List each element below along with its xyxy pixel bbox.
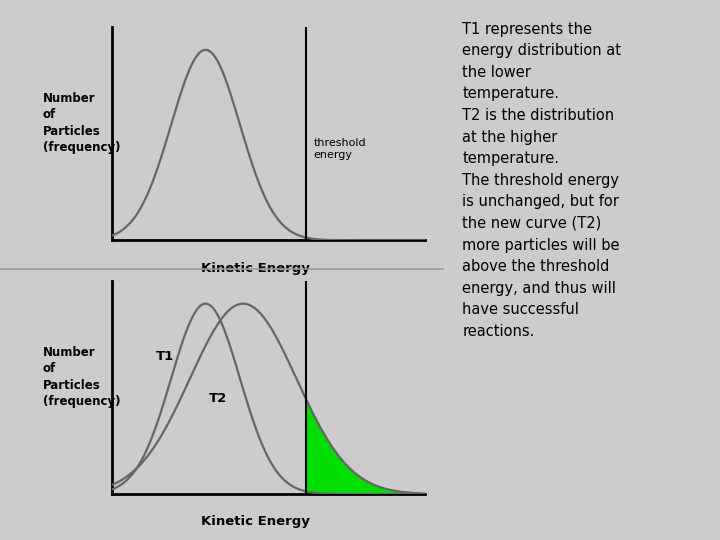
Text: T2: T2 [209, 393, 227, 406]
Text: Kinetic Energy: Kinetic Energy [201, 261, 310, 275]
Text: Kinetic Energy: Kinetic Energy [201, 515, 310, 529]
Text: threshold
energy: threshold energy [314, 138, 366, 160]
Text: Number
of
Particles
(frequency): Number of Particles (frequency) [42, 346, 120, 408]
Text: Number
of
Particles
(frequency): Number of Particles (frequency) [42, 92, 120, 154]
Text: T1: T1 [156, 350, 174, 363]
Text: T1 represents the
energy distribution at
the lower
temperature.
T2 is the distri: T1 represents the energy distribution at… [462, 22, 621, 339]
